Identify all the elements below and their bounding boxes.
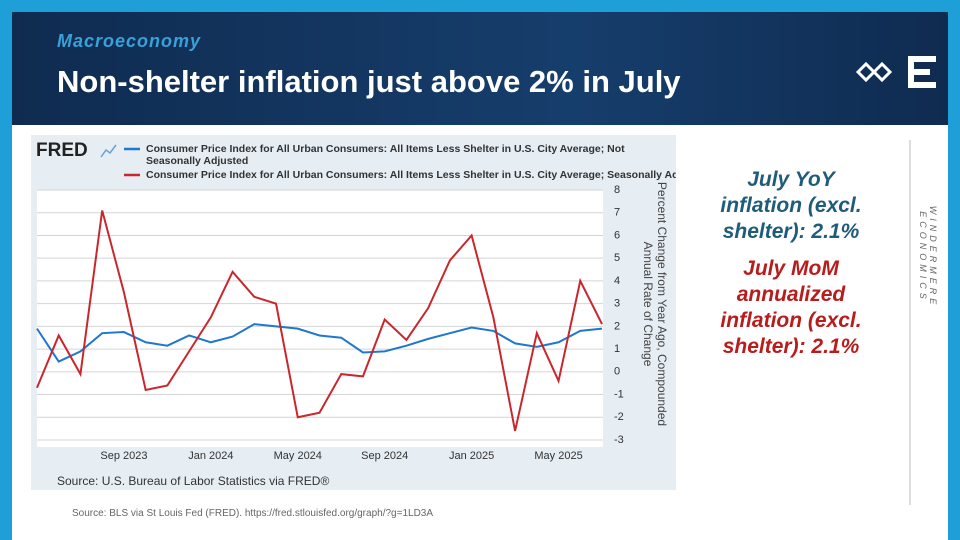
plot-area xyxy=(37,190,603,447)
section-label: Macroeconomy xyxy=(57,31,202,51)
x-tick-label: May 2024 xyxy=(274,450,322,462)
y-tick-label: 2 xyxy=(614,320,620,332)
brand-text: WINDERMERE ECONOMICS xyxy=(918,205,938,309)
y-tick-label: 3 xyxy=(614,298,620,310)
x-tick-label: Jan 2024 xyxy=(188,450,233,462)
series-line xyxy=(36,323,603,363)
x-tick-label: Jan 2025 xyxy=(449,450,494,462)
series-line xyxy=(36,210,603,432)
y-tick-label: 6 xyxy=(614,229,620,241)
chart-source: Source: U.S. Bureau of Labor Statistics … xyxy=(57,474,329,488)
slide-title: Non-shelter inflation just above 2% in J… xyxy=(57,64,681,99)
y-tick-label: 1 xyxy=(614,343,620,355)
legend-entry: Consumer Price Index for All Urban Consu… xyxy=(146,143,625,167)
logo xyxy=(855,56,936,88)
y-tick-label: 5 xyxy=(614,252,620,264)
y-axis-label: Percent Change from Year Ago, Compounded… xyxy=(641,181,669,427)
callout: July MoM annualized inflation (excl. she… xyxy=(720,257,862,358)
header xyxy=(12,12,948,125)
footer: Source: BLS via St Louis Fed (FRED). htt… xyxy=(72,508,434,519)
logo-icon xyxy=(100,144,117,158)
x-tick-label: Sep 2024 xyxy=(361,450,408,462)
y-tick-label: -1 xyxy=(614,388,624,400)
y-tick-label: -3 xyxy=(614,434,624,446)
y-tick-label: 8 xyxy=(614,184,620,196)
x-tick-label: Sep 2023 xyxy=(100,450,147,462)
y-tick-label: 4 xyxy=(614,275,620,287)
x-tick-label: May 2025 xyxy=(534,450,582,462)
fred-logo: FRED xyxy=(36,140,88,161)
y-tick-label: 0 xyxy=(614,366,620,378)
legend-entry: Consumer Price Index for All Urban Consu… xyxy=(146,169,676,181)
callout: July YoY inflation (excl. shelter): 2.1% xyxy=(720,168,862,243)
y-tick-label: -2 xyxy=(614,411,624,423)
y-tick-label: 7 xyxy=(614,207,620,219)
